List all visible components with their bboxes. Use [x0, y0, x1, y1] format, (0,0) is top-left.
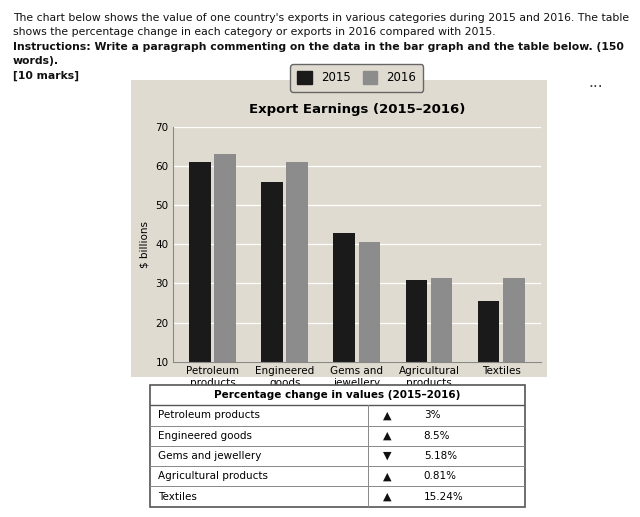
Text: The chart below shows the value of one country's exports in various categories d: The chart below shows the value of one c… — [13, 13, 629, 23]
Text: ▲: ▲ — [383, 471, 391, 481]
Bar — [503, 278, 525, 401]
FancyBboxPatch shape — [150, 385, 525, 507]
Bar — [406, 280, 427, 401]
Text: words).: words). — [13, 56, 59, 66]
Bar — [333, 233, 355, 401]
Text: [10 marks]: [10 marks] — [13, 70, 79, 81]
Text: 0.81%: 0.81% — [424, 471, 457, 481]
Title: Export Earnings (2015–2016): Export Earnings (2015–2016) — [248, 103, 465, 116]
Text: 15.24%: 15.24% — [424, 492, 463, 501]
Bar — [431, 278, 452, 401]
Text: ▼: ▼ — [383, 451, 391, 461]
Text: Gems and jewellery: Gems and jewellery — [158, 451, 261, 461]
Bar — [477, 301, 499, 401]
Text: Instructions: Write a paragraph commenting on the data in the bar graph and the : Instructions: Write a paragraph commenti… — [13, 42, 623, 52]
Text: Textiles: Textiles — [158, 492, 196, 501]
Text: Agricultural products: Agricultural products — [158, 471, 268, 481]
Bar — [358, 242, 380, 401]
Text: ▲: ▲ — [383, 492, 391, 501]
Bar — [287, 162, 308, 401]
Text: Engineered goods: Engineered goods — [158, 431, 252, 440]
Text: shows the percentage change in each category or exports in 2016 compared with 20: shows the percentage change in each cate… — [13, 27, 495, 37]
Bar — [261, 181, 283, 401]
Text: 3%: 3% — [424, 410, 440, 420]
Text: Percentage change in values (2015–2016): Percentage change in values (2015–2016) — [214, 390, 461, 400]
Bar — [189, 162, 211, 401]
Text: ▲: ▲ — [383, 410, 391, 420]
Y-axis label: $ billions: $ billions — [140, 221, 150, 268]
Text: 5.18%: 5.18% — [424, 451, 457, 461]
Text: ...: ... — [589, 75, 604, 90]
Text: ▲: ▲ — [383, 431, 391, 440]
Text: Petroleum products: Petroleum products — [158, 410, 260, 420]
X-axis label: Product Category: Product Category — [302, 400, 412, 409]
Text: 8.5%: 8.5% — [424, 431, 450, 440]
Legend: 2015, 2016: 2015, 2016 — [291, 64, 423, 92]
Bar — [214, 154, 236, 401]
